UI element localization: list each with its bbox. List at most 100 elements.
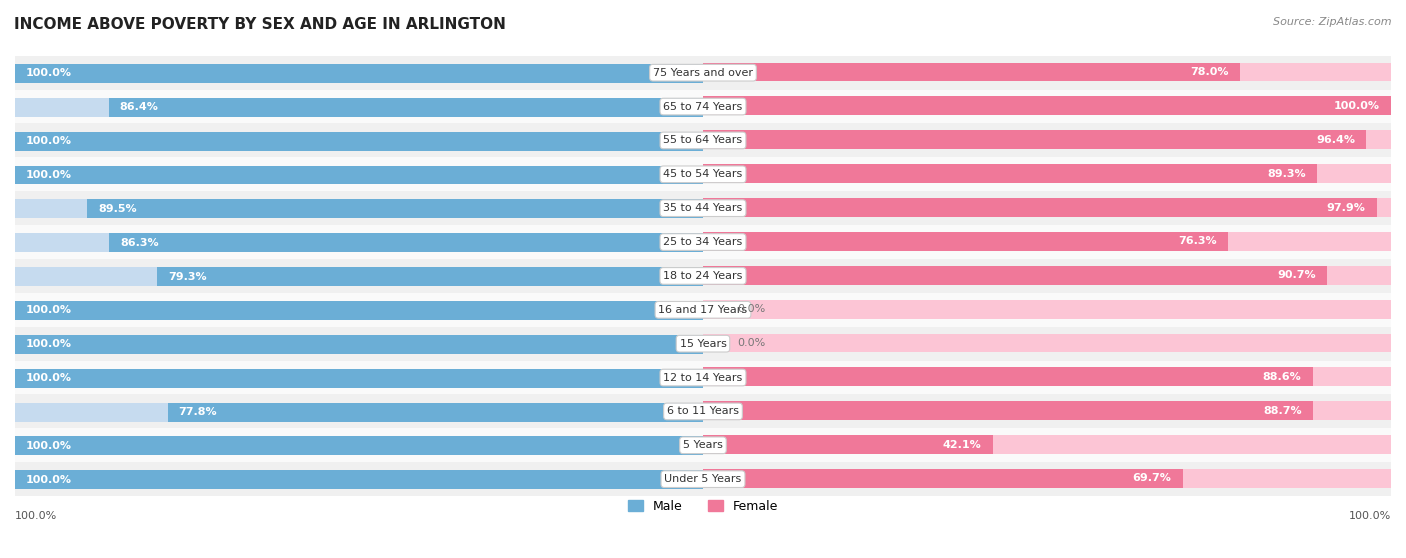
Bar	[15, 132, 703, 151]
Text: 79.3%: 79.3%	[169, 272, 207, 282]
Text: 100.0%: 100.0%	[25, 475, 72, 485]
Text: Under 5 Years: Under 5 Years	[665, 474, 741, 484]
Text: 100.0%: 100.0%	[25, 373, 72, 383]
Text: 96.4%: 96.4%	[1316, 135, 1355, 145]
Text: 6 to 11 Years: 6 to 11 Years	[666, 406, 740, 416]
Bar	[167, 403, 703, 422]
Bar	[703, 198, 1391, 217]
Bar	[703, 97, 1391, 116]
Bar	[110, 233, 703, 252]
Bar	[15, 191, 1391, 225]
Text: 16 and 17 Years: 16 and 17 Years	[658, 305, 748, 315]
Bar	[15, 462, 1391, 496]
Bar	[15, 436, 703, 455]
Text: 100.0%: 100.0%	[25, 305, 72, 315]
Text: 78.0%: 78.0%	[1189, 67, 1229, 77]
Text: 88.7%: 88.7%	[1264, 406, 1302, 416]
Bar	[15, 90, 1391, 123]
Text: 86.3%: 86.3%	[121, 238, 159, 248]
Text: 76.3%: 76.3%	[1178, 237, 1218, 247]
Bar	[87, 199, 703, 218]
Bar	[15, 327, 1391, 360]
Bar	[15, 199, 703, 218]
Bar	[15, 470, 703, 489]
Bar	[703, 164, 1391, 183]
Text: 0.0%: 0.0%	[737, 338, 766, 348]
Bar	[15, 123, 1391, 157]
Text: 5 Years: 5 Years	[683, 440, 723, 450]
Bar	[15, 395, 1391, 429]
Bar	[703, 130, 1391, 149]
Bar	[15, 259, 1391, 293]
Bar	[15, 403, 703, 422]
Bar	[703, 232, 1391, 251]
Bar	[15, 335, 703, 354]
Text: 90.7%: 90.7%	[1278, 270, 1316, 280]
Bar	[703, 164, 1317, 183]
Bar	[703, 469, 1391, 488]
Text: 65 to 74 Years: 65 to 74 Years	[664, 102, 742, 112]
Text: 100.0%: 100.0%	[25, 136, 72, 146]
Bar	[15, 360, 1391, 395]
Text: 89.5%: 89.5%	[98, 204, 136, 214]
Text: 100.0%: 100.0%	[1348, 511, 1391, 521]
Text: 77.8%: 77.8%	[179, 407, 218, 417]
Text: 69.7%: 69.7%	[1133, 474, 1171, 483]
Bar	[15, 132, 703, 151]
Bar	[703, 266, 1391, 285]
Text: 100.0%: 100.0%	[15, 511, 58, 521]
Bar	[15, 301, 703, 320]
Text: 100.0%: 100.0%	[25, 441, 72, 451]
Bar	[703, 401, 1313, 420]
Text: 25 to 34 Years: 25 to 34 Years	[664, 237, 742, 247]
Bar	[15, 470, 703, 489]
Bar	[15, 429, 1391, 462]
Text: 100.0%: 100.0%	[1334, 101, 1381, 111]
Text: 88.6%: 88.6%	[1263, 372, 1302, 382]
Bar	[15, 56, 1391, 90]
Bar	[703, 198, 1376, 217]
Bar	[15, 64, 703, 83]
Bar	[157, 267, 703, 286]
Bar	[15, 225, 1391, 259]
Bar	[15, 157, 1391, 191]
Bar	[703, 232, 1227, 251]
Bar	[703, 62, 1391, 81]
Text: 97.9%: 97.9%	[1327, 203, 1365, 213]
Bar	[15, 166, 703, 185]
Bar	[703, 435, 993, 454]
Bar	[703, 469, 1182, 488]
Bar	[703, 367, 1313, 386]
Bar	[703, 401, 1391, 420]
Bar	[15, 166, 703, 185]
Text: 0.0%: 0.0%	[737, 304, 766, 314]
Bar	[15, 369, 703, 388]
Bar	[15, 233, 703, 252]
Bar	[703, 300, 1391, 319]
Bar	[703, 435, 1391, 454]
Bar	[15, 267, 703, 286]
Text: Source: ZipAtlas.com: Source: ZipAtlas.com	[1274, 17, 1392, 27]
Text: 100.0%: 100.0%	[25, 170, 72, 180]
Text: 86.4%: 86.4%	[120, 102, 159, 112]
Text: 18 to 24 Years: 18 to 24 Years	[664, 271, 742, 281]
Bar	[703, 62, 1240, 81]
Bar	[15, 369, 703, 388]
Bar	[703, 130, 1367, 149]
Text: 100.0%: 100.0%	[25, 339, 72, 349]
Bar	[703, 266, 1327, 285]
Text: 55 to 64 Years: 55 to 64 Years	[664, 136, 742, 146]
Bar	[15, 301, 703, 320]
Bar	[15, 335, 703, 354]
Bar	[703, 367, 1391, 386]
Text: 100.0%: 100.0%	[25, 69, 72, 78]
Text: 45 to 54 Years: 45 to 54 Years	[664, 169, 742, 179]
Bar	[15, 98, 703, 117]
Text: INCOME ABOVE POVERTY BY SEX AND AGE IN ARLINGTON: INCOME ABOVE POVERTY BY SEX AND AGE IN A…	[14, 17, 506, 32]
Bar	[703, 334, 1391, 353]
Text: 15 Years: 15 Years	[679, 339, 727, 349]
Bar	[108, 98, 703, 117]
Text: 35 to 44 Years: 35 to 44 Years	[664, 203, 742, 213]
Text: 12 to 14 Years: 12 to 14 Years	[664, 373, 742, 383]
Legend: Male, Female: Male, Female	[623, 495, 783, 518]
